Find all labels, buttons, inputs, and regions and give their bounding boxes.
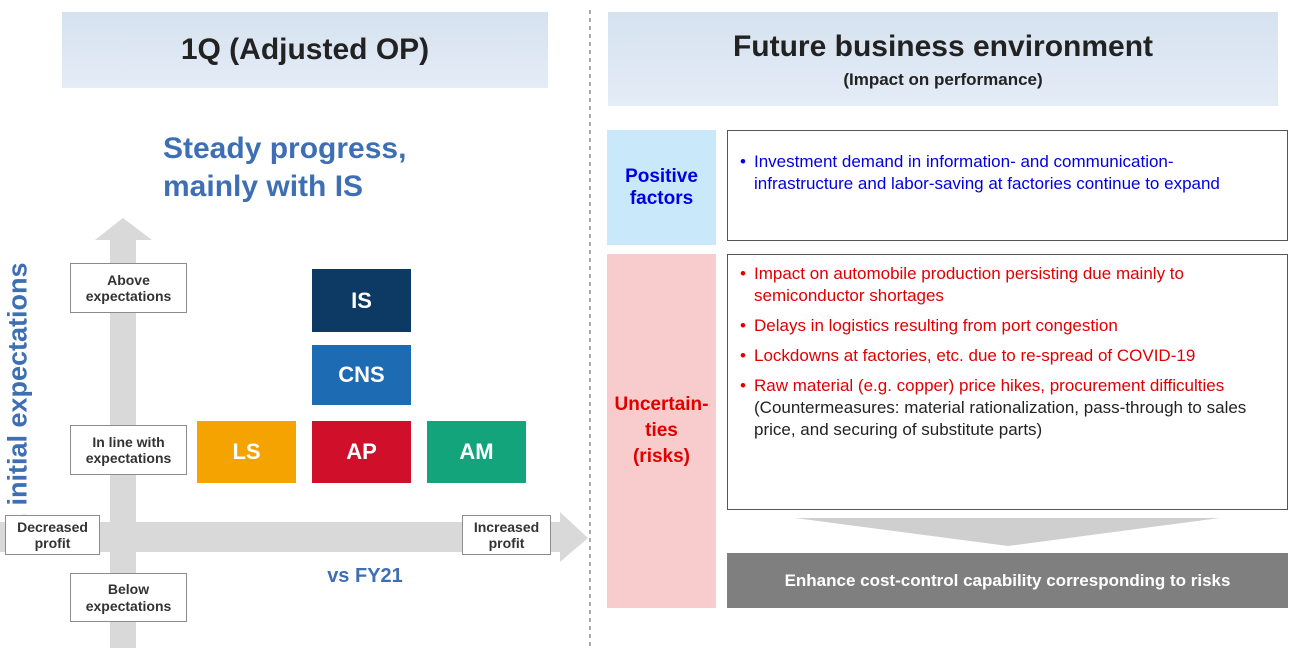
down-arrow-shape	[795, 518, 1220, 546]
label-line: (risks)	[632, 446, 691, 467]
headline-line: Steady progress,	[163, 132, 407, 165]
segment-box: LS	[197, 421, 296, 483]
risk-note: (Countermeasures: material rationalizati…	[754, 398, 1247, 439]
level-label: In line with expectations	[70, 425, 187, 475]
uncertainties-label: Uncertain- ties (risks)	[607, 254, 716, 608]
risk-item: Delays in logistics resulting from port …	[740, 315, 1267, 337]
positive-box: Investment demand in information- and co…	[727, 130, 1288, 241]
conclusion-box: Enhance cost-control capability correspo…	[727, 553, 1288, 608]
label-line: Uncertain-	[614, 394, 709, 415]
segment-box: IS	[312, 269, 411, 332]
left-header: 1Q (Adjusted OP)	[62, 12, 548, 88]
segment-box: AP	[312, 421, 411, 483]
level-label: Below expectations	[70, 573, 187, 622]
segment-box: CNS	[312, 345, 411, 405]
positive-label: Positive factors	[607, 130, 716, 245]
level-label: Above expectations	[70, 263, 187, 313]
down-arrow	[795, 518, 1220, 546]
uncertainties-box: Impact on automobile production persisti…	[727, 254, 1288, 510]
level-label: Decreased profit	[5, 515, 100, 555]
right-header: Future business environment (Impact on p…	[608, 12, 1278, 106]
label-line: ties	[645, 420, 678, 441]
positive-item: Investment demand in information- and co…	[740, 151, 1267, 195]
headline: Steady progress, mainly with IS	[163, 130, 406, 206]
horizontal-arrow	[0, 512, 588, 562]
level-label: Increased profit	[462, 515, 551, 555]
segment-box: AM	[427, 421, 526, 483]
x-axis-label: vs FY21	[327, 565, 403, 587]
risk-item: Impact on automobile production persisti…	[740, 263, 1267, 307]
left-title: 1Q (Adjusted OP)	[180, 33, 430, 66]
right-title: Future business environment	[732, 30, 1154, 63]
risk-item: Raw material (e.g. copper) price hikes, …	[740, 375, 1267, 397]
right-subtitle: (Impact on performance)	[843, 70, 1043, 89]
headline-line: mainly with IS	[163, 170, 364, 203]
risk-item: Lockdowns at factories, etc. due to re-s…	[740, 345, 1267, 367]
